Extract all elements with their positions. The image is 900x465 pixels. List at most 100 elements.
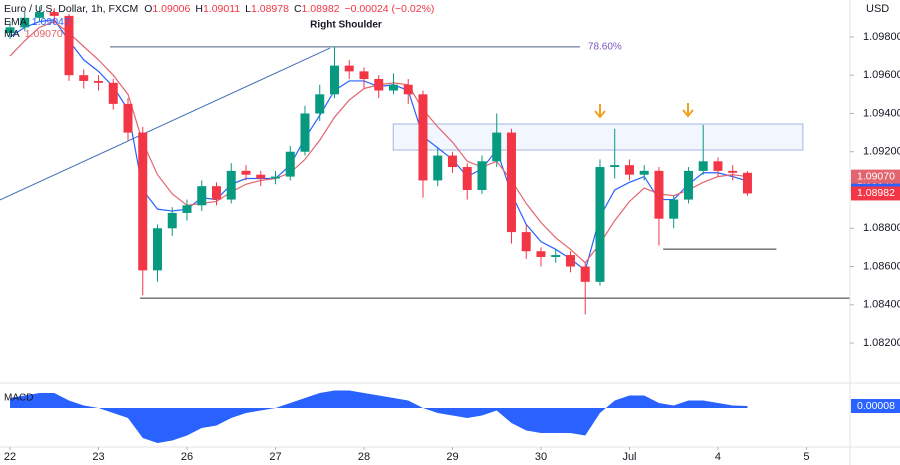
- fib-label: 78.60%: [588, 42, 622, 53]
- zone: [392, 123, 804, 151]
- macd-pane: [10, 390, 748, 443]
- legend-series-name: EMA: [4, 16, 27, 28]
- legend-value: 1.09011: [203, 3, 240, 15]
- candle-body: [344, 65, 354, 72]
- candle-body: [403, 84, 413, 95]
- price-tag-label: 1.09070: [857, 170, 895, 182]
- candle-body: [418, 94, 428, 181]
- legend-key: H: [195, 3, 203, 15]
- legend: Euro / U.S. Dollar, 1h, FXCM O 1.09006 H 1.0…: [4, 3, 434, 40]
- y-tick-label: 1.08200: [863, 337, 900, 349]
- legend-key: C: [294, 3, 302, 15]
- candle-body: [241, 170, 251, 175]
- arrow: [682, 103, 694, 118]
- price-pane: 78.60%: [0, 6, 850, 315]
- macd-label: MACD: [4, 393, 33, 404]
- candle-body: [34, 12, 44, 18]
- candle-body: [256, 174, 266, 179]
- trendline: [0, 47, 331, 201]
- candle-body: [388, 84, 398, 91]
- legend-title: Euro / U.S. Dollar, 1h, FXCM: [4, 3, 138, 15]
- candle-body: [197, 186, 207, 206]
- candle-body: [5, 27, 15, 34]
- candle-body: [447, 155, 457, 168]
- candle-body: [713, 161, 723, 171]
- x-tick-label: 30: [535, 451, 547, 463]
- candle-body: [79, 75, 89, 81]
- macd-area: [10, 390, 748, 443]
- candle-body: [226, 170, 236, 200]
- y-tick-label: 1.08600: [863, 260, 900, 272]
- x-tick-label: 22: [4, 451, 16, 463]
- candle-body: [683, 170, 693, 200]
- candle-body: [506, 132, 516, 233]
- candle-body: [477, 161, 487, 190]
- candle-body: [669, 199, 679, 219]
- legend-series-name: MA: [4, 28, 20, 40]
- candle-body: [300, 113, 310, 152]
- legend-key: O: [144, 3, 152, 15]
- legend-value: 1.08982: [302, 3, 340, 15]
- candle-body: [728, 170, 738, 173]
- legend-value: 1.09006: [152, 3, 190, 15]
- candle-body: [285, 151, 295, 177]
- candle-body: [108, 82, 118, 104]
- candle-body: [182, 205, 192, 213]
- x-tick-label: Jul: [622, 451, 636, 463]
- candle-body: [610, 165, 620, 168]
- price-tag: [851, 186, 900, 201]
- candle-body: [698, 161, 708, 171]
- y-tick-label: 1.09600: [863, 69, 900, 81]
- x-tick-label: 4: [715, 451, 721, 463]
- candle-body: [521, 232, 531, 252]
- x-tick-label: 26: [181, 451, 193, 463]
- candle-body: [270, 176, 280, 179]
- candle-body: [639, 170, 649, 175]
- candle-body: [20, 17, 30, 28]
- candle-body: [492, 132, 502, 162]
- candle-body: [433, 155, 443, 181]
- price-tag-label: 0.00008: [857, 400, 895, 412]
- x-tick-label: 27: [269, 451, 281, 463]
- candle-body: [580, 266, 590, 282]
- x-tick-label: 28: [358, 451, 370, 463]
- candle-body: [624, 165, 634, 175]
- legend-value: −0.00024 (−0.02%): [345, 3, 435, 15]
- candle-body: [93, 80, 103, 83]
- candle-body: [49, 12, 59, 16]
- legend-series-value: 1.09047: [32, 16, 70, 28]
- candle-body: [359, 71, 369, 80]
- candle-body: [138, 132, 148, 271]
- annotation-text: Right Shoulder: [310, 20, 382, 31]
- y-tick-label: 1.08400: [863, 299, 900, 311]
- candle-body: [167, 212, 177, 229]
- candle-body: [315, 94, 325, 114]
- candle-body: [152, 228, 162, 271]
- x-tick-label: 29: [446, 451, 458, 463]
- candle-body: [374, 79, 384, 91]
- y-tick-label: 1.09800: [863, 31, 900, 43]
- legend-series-value: 1.09070: [25, 28, 63, 40]
- candle-body: [536, 251, 546, 257]
- price-tag-label: 1.08982: [857, 187, 895, 199]
- candle-body: [329, 65, 339, 95]
- candle-body: [565, 255, 575, 267]
- currency-label: USD: [866, 3, 889, 15]
- legend-key: L: [245, 3, 251, 15]
- candle-body: [595, 167, 605, 282]
- candle-body: [742, 172, 752, 194]
- x-tick-label: 5: [803, 451, 809, 463]
- candle-body: [654, 170, 664, 219]
- arrow: [594, 104, 606, 119]
- legend-value: 1.08978: [251, 3, 289, 15]
- y-tick-label: 1.09400: [863, 107, 900, 119]
- candle-body: [462, 167, 472, 190]
- price-tag: [851, 169, 900, 184]
- candle-body: [211, 186, 221, 200]
- y-tick-label: 1.08800: [863, 222, 900, 234]
- candle-body: [64, 15, 74, 76]
